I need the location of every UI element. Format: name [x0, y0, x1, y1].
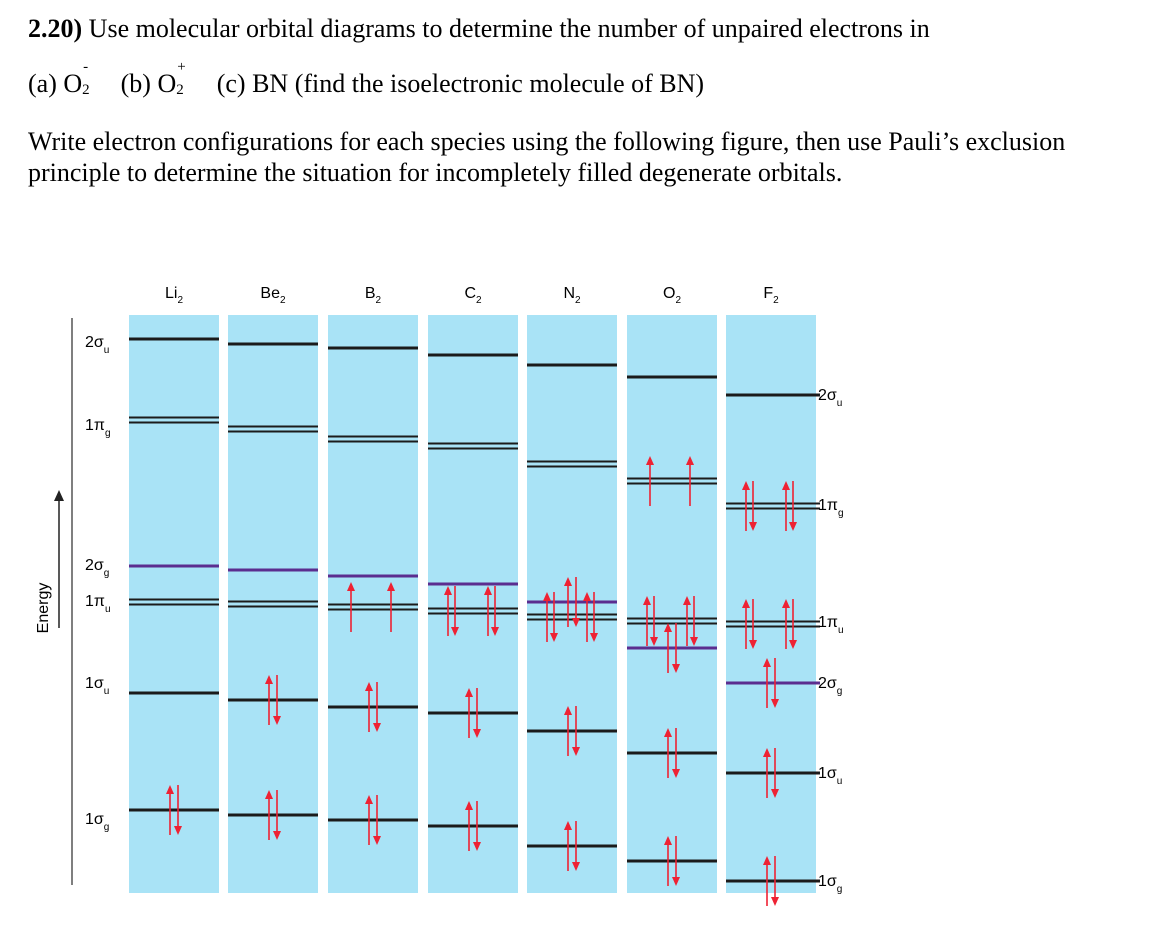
part-a-charge: - — [83, 59, 89, 75]
electron-up-1pu — [583, 592, 591, 642]
electron-down-1su — [672, 728, 680, 778]
electron-down-1su — [572, 706, 580, 756]
part-b-subscript: 2 — [176, 82, 184, 98]
question-title: 2.20) Use molecular orbital diagrams to … — [28, 14, 930, 44]
part-a-subscript: 2 — [82, 82, 90, 98]
left-level-label: 2σg — [85, 557, 109, 579]
electron-down-1pu — [491, 586, 499, 636]
left-level-label: 2σu — [85, 334, 109, 356]
electron-up-1sg — [166, 785, 174, 835]
molecule-label: B2 — [365, 285, 382, 306]
electron-down-1sg — [373, 795, 381, 845]
electron-up-1pu — [387, 582, 395, 632]
molecule-label: Be2 — [260, 285, 286, 306]
electron-up-1pu — [484, 586, 492, 636]
energy-axis-label: Energy — [35, 583, 52, 634]
question-parts: (a) O-2 (b) O +2 (c) BN (find the isoelec… — [28, 59, 705, 99]
electron-up-1pu — [444, 586, 452, 636]
electron-up-2sg — [763, 658, 771, 708]
electron-up-1su — [664, 728, 672, 778]
electron-down-1su — [473, 688, 481, 738]
part-b-charge: + — [177, 59, 186, 75]
electron-down-1pu — [650, 596, 658, 646]
right-level-label: 2σg — [818, 675, 842, 697]
molecule-label: N2 — [563, 285, 581, 306]
left-level-label: 1πg — [85, 417, 111, 439]
electron-down-1su — [273, 675, 281, 725]
electron-up-1sg — [664, 836, 672, 886]
molecule-label: F2 — [763, 285, 779, 306]
part-c: (c) BN (find the isoelectronic molecule … — [216, 69, 705, 98]
electron-up-1pu — [782, 599, 790, 649]
left-level-label: 1σg — [85, 811, 109, 833]
energy-arrow-head — [54, 490, 64, 501]
electron-down-1sg — [273, 790, 281, 840]
electron-down-1pu — [690, 596, 698, 646]
left-level-label: 1πu — [85, 593, 111, 615]
electron-up-1pu — [347, 582, 355, 632]
electron-up-1su — [763, 748, 771, 798]
electron-up-1pg — [742, 481, 750, 531]
electron-up-1sg — [365, 795, 373, 845]
molecule-label: O2 — [663, 285, 681, 306]
molecule-label: C2 — [464, 285, 482, 306]
electron-down-1pu — [451, 586, 459, 636]
left-level-label: 1σu — [85, 675, 109, 697]
electron-down-1sg — [572, 821, 580, 871]
electron-down-1sg — [771, 856, 779, 906]
electron-up-1su — [365, 682, 373, 732]
part-a: (a) O-2 — [28, 59, 90, 99]
electron-up-1pu — [742, 599, 750, 649]
electron-up-2sg — [564, 577, 572, 627]
part-b: (b) O +2 — [120, 59, 186, 99]
electron-down-2sg — [771, 658, 779, 708]
electron-up-1su — [265, 675, 273, 725]
electron-up-1sg — [465, 801, 473, 851]
column-be2 — [228, 315, 318, 893]
question-text: Use molecular orbital diagrams to determ… — [88, 14, 930, 43]
electron-down-2sg — [672, 623, 680, 673]
right-level-label: 1σg — [818, 873, 842, 895]
electron-up-1pg — [646, 456, 654, 506]
electron-down-2sg — [572, 577, 580, 627]
electron-up-1pg — [686, 456, 694, 506]
electron-down-1sg — [473, 801, 481, 851]
electron-down-1pu — [749, 599, 757, 649]
electron-up-1pu — [683, 596, 691, 646]
electron-down-1pg — [789, 481, 797, 531]
molecule-label: Li2 — [165, 285, 183, 306]
electron-up-1su — [564, 706, 572, 756]
electron-up-1su — [465, 688, 473, 738]
electron-down-1sg — [174, 785, 182, 835]
electron-up-1pu — [643, 596, 651, 646]
electron-down-1pu — [789, 599, 797, 649]
right-level-label: 1πu — [818, 614, 844, 636]
electron-down-1pg — [749, 481, 757, 531]
electron-down-1pu — [550, 592, 558, 642]
electron-down-1pu — [590, 592, 598, 642]
electron-down-1su — [373, 682, 381, 732]
right-level-label: 2σu — [818, 387, 842, 409]
electron-down-1su — [771, 748, 779, 798]
column-n2 — [527, 315, 617, 893]
question-instructions: Write electron configurations for each s… — [28, 127, 1066, 187]
question-number: 2.20) — [28, 14, 83, 43]
electron-up-2sg — [664, 623, 672, 673]
right-level-label: 1σu — [818, 765, 842, 787]
column-c2 — [428, 315, 518, 893]
electron-down-1sg — [672, 836, 680, 886]
column-o2 — [627, 315, 717, 893]
electron-up-1pg — [782, 481, 790, 531]
electron-up-1pu — [543, 592, 551, 642]
right-level-label: 1πg — [818, 497, 844, 519]
column-f2 — [726, 315, 816, 893]
electron-up-1sg — [763, 856, 771, 906]
electron-up-1sg — [265, 790, 273, 840]
electron-up-1sg — [564, 821, 572, 871]
